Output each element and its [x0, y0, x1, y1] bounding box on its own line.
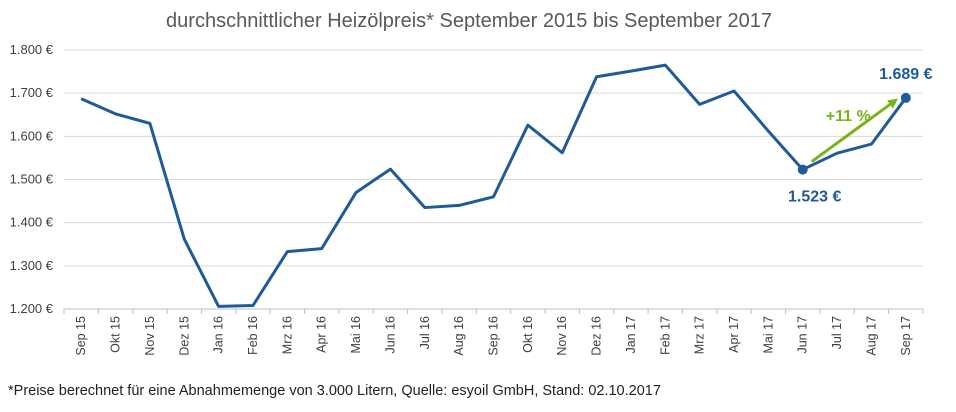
y-tick-label: 1.200 € — [10, 301, 54, 316]
x-tick-label: Jan 17 — [624, 316, 638, 354]
x-tick-label: Sep 16 — [487, 316, 501, 356]
x-tick-label: Feb 17 — [658, 316, 672, 355]
y-tick-label: 1.300 € — [10, 258, 54, 273]
x-tick-label: Mrz 16 — [280, 316, 294, 354]
x-tick-label: Okt 15 — [109, 316, 123, 353]
x-tick-label: Mai 17 — [761, 316, 775, 354]
marker-jun-17 — [797, 164, 808, 175]
x-tick-label: Mrz 17 — [693, 316, 707, 354]
x-tick-label: Aug 16 — [452, 316, 466, 356]
increase-arrow — [810, 98, 899, 163]
y-tick-label: 1.400 € — [10, 215, 54, 230]
x-tick-label: Jul 16 — [418, 316, 432, 349]
x-tick-label: Aug 17 — [864, 316, 878, 356]
chart-title: durchschnittlicher Heizölpreis* Septembe… — [166, 10, 772, 32]
x-axis — [63, 308, 924, 314]
x-tick-label: Apr 16 — [315, 316, 329, 353]
line-chart: durchschnittlicher Heizölpreis* Septembe… — [10, 10, 933, 356]
y-tick-label: 1.600 € — [10, 128, 54, 143]
annotations: 1.523 € 1.689 € +11 % — [788, 66, 933, 206]
x-tick-label: Dez 15 — [177, 316, 191, 356]
x-tick-label: Jun 17 — [796, 316, 810, 354]
series-line — [80, 63, 908, 308]
x-tick-label: Nov 15 — [143, 316, 157, 356]
x-tick-label: Okt 16 — [521, 316, 535, 353]
callout-jun-17: 1.523 € — [788, 189, 841, 206]
y-tick-label: 1.500 € — [10, 172, 54, 187]
x-tick-label: Nov 16 — [555, 316, 569, 356]
marker-sep-17 — [900, 92, 911, 103]
x-tick-label: Jan 16 — [212, 316, 226, 354]
callout-sep-17: 1.689 € — [879, 66, 932, 83]
footnote: *Preise berechnet für eine Abnahmemenge … — [8, 383, 661, 399]
x-tick-label: Mai 16 — [349, 316, 363, 354]
x-axis-ticks: Sep 15 Okt 15 Nov 15 Dez 15 Jan 16 Feb 16 Mrz … — [74, 316, 913, 356]
x-tick-label: Apr 17 — [727, 316, 741, 353]
x-tick-label: Sep 15 — [74, 316, 88, 356]
x-tick-label: Sep 17 — [899, 316, 913, 356]
gridlines — [64, 49, 923, 310]
x-tick-label: Jun 16 — [383, 316, 397, 354]
callout-change: +11 % — [826, 108, 871, 125]
x-tick-label: Dez 16 — [590, 316, 604, 356]
x-tick-label: Feb 16 — [246, 316, 260, 355]
y-tick-label: 1.800 € — [10, 42, 54, 57]
x-tick-label: Jul 17 — [830, 316, 844, 349]
y-tick-label: 1.700 € — [10, 85, 54, 100]
y-axis-ticks: 1.200 € 1.300 € 1.400 € 1.500 € 1.600 € 1.700… — [10, 42, 54, 316]
